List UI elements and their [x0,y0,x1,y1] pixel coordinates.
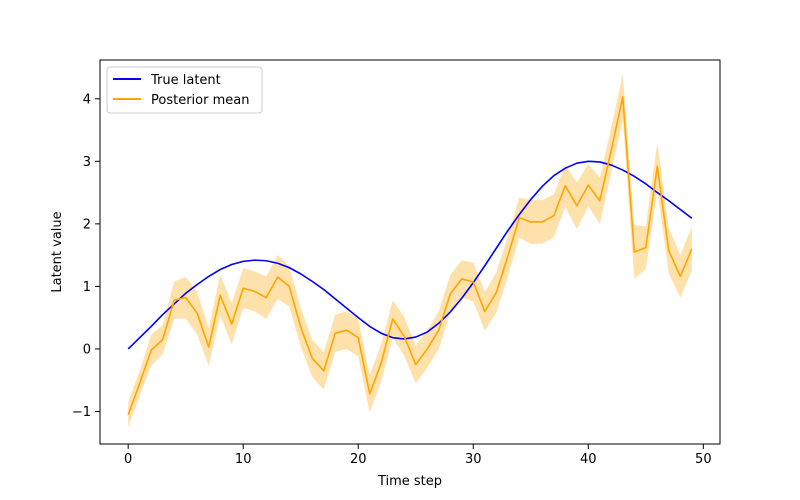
y-tick-label: 3 [83,155,91,170]
posterior-mean-line [127,96,693,415]
y-tick-label: −1 [72,405,91,420]
y-axis-label: Latent value [50,211,65,292]
x-tick-label: 0 [124,452,132,467]
plot-area [100,60,720,444]
x-tick-label: 50 [695,452,712,467]
legend-box [106,66,263,114]
axes-frame [99,59,721,445]
y-tick-label: 1 [83,280,91,295]
x-tick-label: 30 [465,452,482,467]
posterior-mean-uncertainty-band [128,73,692,428]
true-latent-line [127,160,693,350]
x-axis-label: Time step [377,474,442,489]
legend-label-posterior-mean: Posterior mean [151,93,249,108]
y-tick-label: 0 [83,342,91,357]
y-tick-label: 4 [83,92,91,107]
x-tick-label: 40 [580,452,597,467]
legend-label-true-latent: True latent [150,73,221,88]
x-tick-label: 20 [350,452,367,467]
legend: True latent Posterior mean [106,66,263,114]
x-tick-label: 10 [235,452,252,467]
y-tick-label: 2 [83,217,91,232]
